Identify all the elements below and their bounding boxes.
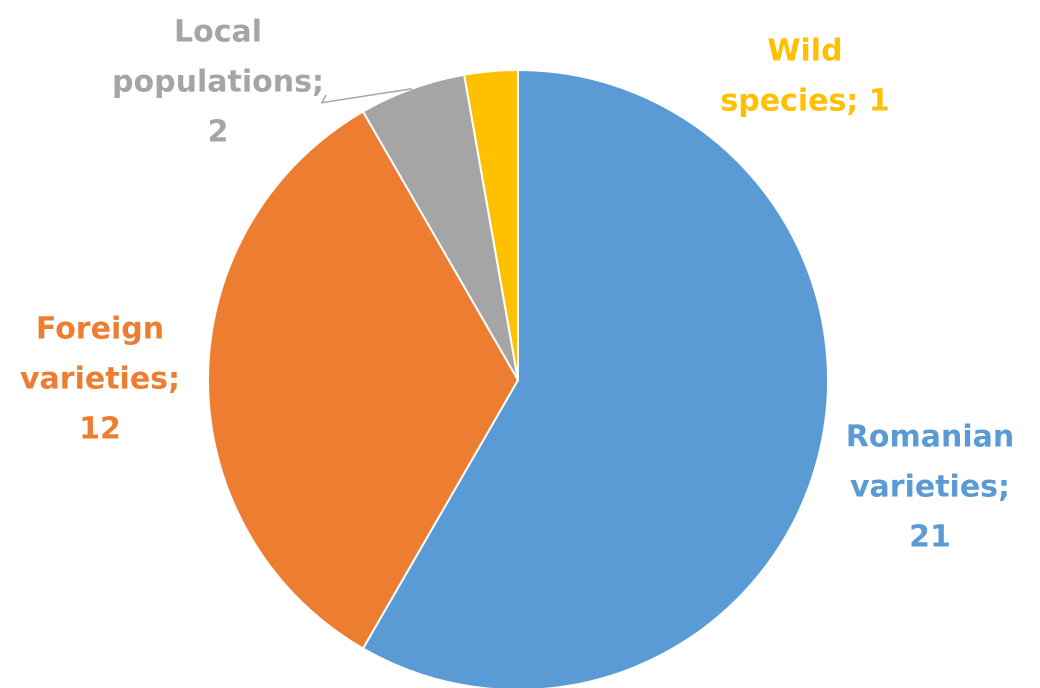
data-labels: Romanian varieties; 21 Foreign varieties; 12 L… xyxy=(20,15,1014,555)
data-label-local-populations: Local populations; 2 xyxy=(112,15,324,150)
leader-lines xyxy=(320,87,413,104)
data-label-foreign-varieties: Foreign varieties; 12 xyxy=(20,312,180,447)
pie-slice-foreign-varieties xyxy=(207,110,520,650)
pie-slice-wild-species xyxy=(463,68,519,381)
leader-line-local-populations xyxy=(320,87,413,104)
data-label-romanian-varieties: Romanian varieties; 21 xyxy=(846,420,1014,555)
pie-slices xyxy=(207,68,829,688)
pie-slice-romanian-varieties xyxy=(361,68,829,688)
data-label-wild-species: Wild species; 1 xyxy=(720,34,889,119)
